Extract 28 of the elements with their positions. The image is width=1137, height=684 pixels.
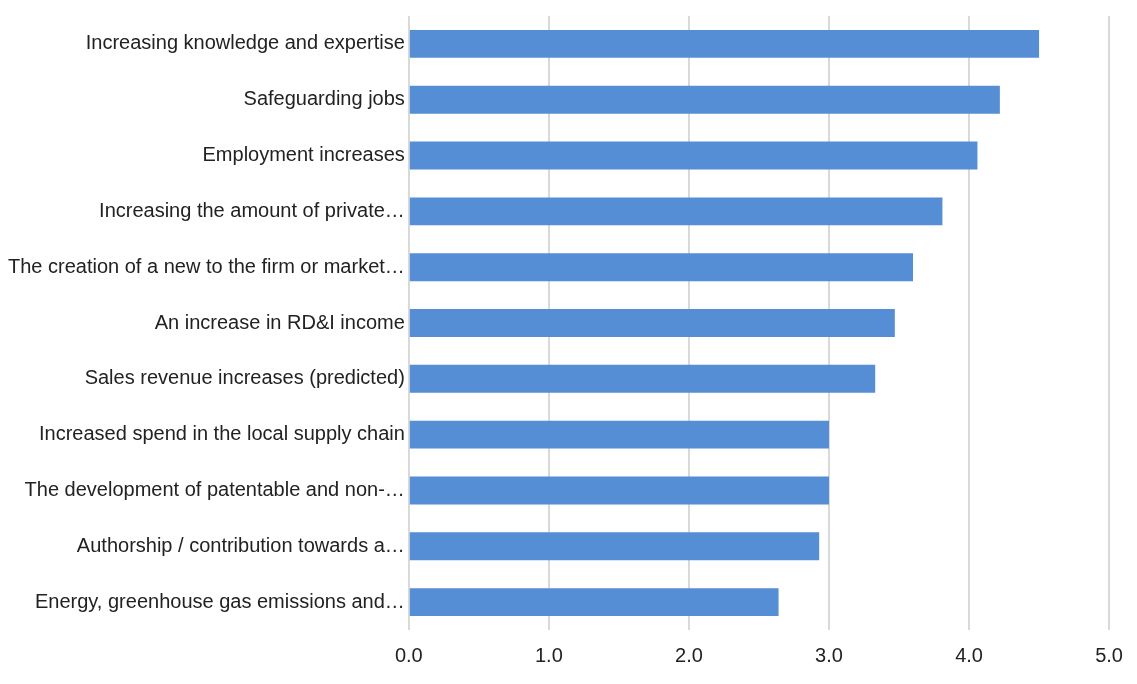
bar <box>409 85 1000 114</box>
bar <box>409 29 1040 58</box>
x-tick-label: 5.0 <box>1095 643 1123 666</box>
bar <box>409 141 978 170</box>
x-tick-label: 0.0 <box>394 643 423 666</box>
y-tick-label: The development of patentable and non-… <box>24 477 405 500</box>
y-tick-label: Employment increases <box>202 143 405 166</box>
y-tick-label: Increasing the amount of private… <box>99 198 405 221</box>
y-tick-label: Authorship / contribution towards a… <box>76 533 405 556</box>
bar <box>409 197 943 226</box>
bar <box>409 253 914 282</box>
x-tick-label: 3.0 <box>815 643 843 666</box>
y-tick-label: Sales revenue increases (predicted) <box>84 366 405 389</box>
y-tick-label: Energy, greenhouse gas emissions and… <box>34 589 405 612</box>
y-tick-label: Safeguarding jobs <box>243 87 405 110</box>
y-tick-label: An increase in RD&I income <box>154 310 405 333</box>
bar <box>409 532 820 561</box>
bar <box>409 420 829 449</box>
y-tick-label: Increased spend in the local supply chain <box>39 422 405 445</box>
bar <box>409 476 829 505</box>
bar <box>409 588 779 617</box>
y-tick-label: Increasing knowledge and expertise <box>85 31 405 54</box>
x-tick-label: 4.0 <box>955 643 983 666</box>
bar <box>409 364 876 393</box>
x-tick-label: 2.0 <box>675 643 703 666</box>
bar <box>409 309 895 337</box>
x-tick-label: 1.0 <box>534 643 563 666</box>
y-tick-label: The creation of a new to the firm or market… <box>8 254 405 277</box>
